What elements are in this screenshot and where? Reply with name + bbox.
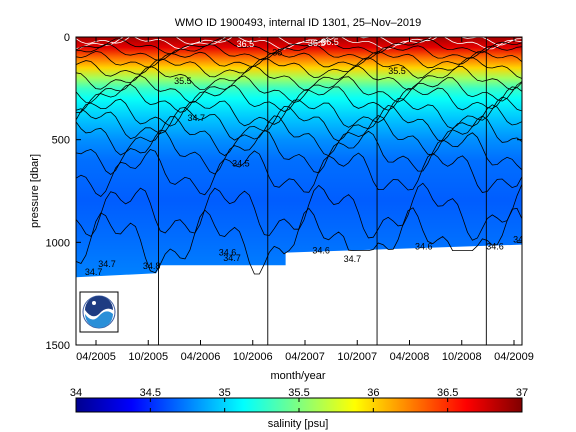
contour-labels: 36.5 36.536.535.535.53534.734.534.634.734… [85,37,531,277]
contour-label: 34.5 [232,158,250,168]
y-axis: 0 500 1000 1500 [46,32,522,352]
plot-area: 36.5 36.536.535.535.53534.734.534.634.734… [76,37,531,345]
contour-label: 34.6 [415,242,433,252]
isohaline-contour [76,96,522,129]
x-tick-label: 10/2005 [128,351,168,363]
no-data-mask [76,244,522,345]
isohaline-contour [76,75,522,104]
x-tick-label: 04/2009 [494,351,534,363]
isohaline-contour [76,104,522,142]
x-tick-label: 04/2007 [285,351,325,363]
contour-label: 34.7 [98,259,116,269]
contour-label: 36.5 [308,38,326,48]
chart-title: WMO ID 1900493, internal ID 1301, 25–Nov… [175,17,421,29]
colorbar-axis: 34 34.5 35 35.5 36 36.5 37 [70,387,528,412]
colorbar-tick-label: 34 [70,387,82,399]
colorbar-tick-label: 35.5 [288,387,309,399]
contour-label: 34.8 [513,234,531,244]
isohaline-contour [76,38,522,55]
contour-label: 36.5 [321,37,339,47]
x-tick-label: 04/2006 [181,351,221,363]
x-tick-label: 10/2008 [442,351,482,363]
isohaline-contour [76,83,522,114]
x-axis: 04/2005 10/2005 04/2006 10/2006 04/2007 10/20… [76,37,534,363]
isohaline-contour [76,129,522,176]
contour-label: 35 [272,48,282,58]
y-axis-label: pressure [dbar] [29,154,41,228]
colorbar-tick-label: 35 [219,387,231,399]
isohaline-contour [76,37,522,46]
isohaline-contour [76,37,522,50]
isohaline-contour [76,50,522,69]
isohaline-contour [76,115,522,157]
contour-label: 34.7 [188,113,206,123]
contour-label: 34.7 [85,267,103,277]
x-tick-label: 04/2005 [76,351,116,363]
x-axis-label: month/year [270,370,325,382]
noaa-logo [79,291,119,333]
y-tick-label: 0 [64,32,70,44]
colorbar-label: salinity [psu] [268,418,329,430]
plot-frame [75,36,523,346]
colorbar-tick-label: 37 [516,387,528,399]
contour-label: 34.8 [143,261,161,271]
contour-label: 34.7 [223,253,241,263]
contour-label: 34.7 [344,254,362,264]
missing-data-region [76,244,522,345]
isohaline-contour [76,207,522,275]
contour-label: 35.5 [388,66,406,76]
colorbar-tick-label: 36 [367,387,379,399]
x-tick-label: 04/2008 [390,351,430,363]
colorbar-tick-label: 36.5 [437,387,458,399]
contour-label: 35.5 [174,76,192,86]
y-tick-label: 500 [52,135,70,147]
year-marker-lines [158,37,487,345]
y-tick-label: 1500 [46,340,70,352]
contour-label: 36.5 [237,39,255,49]
contour-label: 34.6 [312,246,330,256]
colorbar-tick-label: 34.5 [140,387,161,399]
contour-label: 34.6 [486,242,504,252]
isohaline-contours [76,37,522,275]
x-tick-label: 10/2007 [337,351,377,363]
isohaline-contour [76,65,522,91]
y-tick-label: 1000 [46,237,70,249]
x-tick-label: 10/2006 [233,351,273,363]
contour-label: 34.6 [219,248,237,258]
isohaline-contour [76,149,522,198]
isohaline-contour [76,43,522,61]
